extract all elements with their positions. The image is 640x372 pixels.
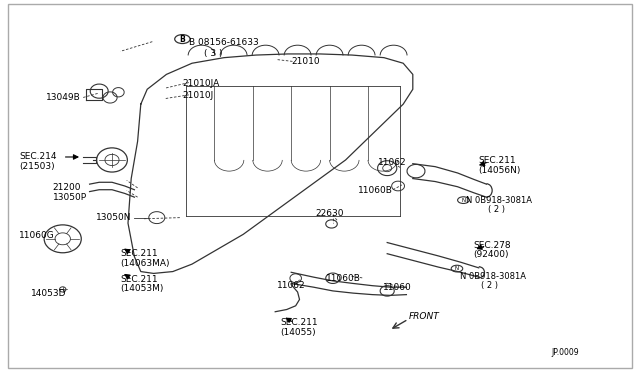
- Text: 21010JA: 21010JA: [182, 79, 220, 88]
- Text: 21200: 21200: [52, 183, 81, 192]
- Text: N: N: [461, 198, 465, 203]
- Text: SEC.211: SEC.211: [120, 249, 158, 258]
- Text: 11062: 11062: [276, 281, 305, 290]
- Text: N 0B918-3081A: N 0B918-3081A: [460, 272, 525, 280]
- Text: N: N: [455, 266, 459, 271]
- Text: N 0B918-3081A: N 0B918-3081A: [466, 196, 532, 205]
- Text: 21010J: 21010J: [182, 92, 214, 100]
- Text: ( 3 ): ( 3 ): [204, 49, 222, 58]
- Text: B: B: [180, 35, 185, 44]
- Text: 11060B: 11060B: [358, 186, 393, 195]
- Text: 11060G: 11060G: [19, 231, 55, 240]
- Text: (14053M): (14053M): [120, 284, 164, 293]
- Text: ( 2 ): ( 2 ): [488, 205, 505, 214]
- Text: SEC.211: SEC.211: [120, 275, 158, 283]
- Text: 13050N: 13050N: [96, 213, 131, 222]
- Text: SEC.278: SEC.278: [474, 241, 511, 250]
- Text: SEC.211: SEC.211: [479, 156, 516, 165]
- Text: (14063MA): (14063MA): [120, 259, 170, 267]
- Text: FRONT: FRONT: [408, 312, 439, 321]
- Text: 11060B: 11060B: [326, 274, 361, 283]
- Text: 21010: 21010: [291, 57, 320, 66]
- Text: (14055): (14055): [280, 328, 316, 337]
- Text: (21503): (21503): [19, 162, 55, 171]
- Text: (14056N): (14056N): [479, 166, 521, 174]
- Text: 22630: 22630: [316, 209, 344, 218]
- Text: 11060: 11060: [383, 283, 412, 292]
- Text: SEC.214: SEC.214: [19, 153, 57, 161]
- Text: 11062: 11062: [378, 158, 406, 167]
- Text: ( 2 ): ( 2 ): [481, 281, 499, 290]
- Text: 13049B: 13049B: [46, 93, 81, 102]
- Text: 13050P: 13050P: [52, 193, 86, 202]
- Text: B 08156-61633: B 08156-61633: [189, 38, 259, 47]
- Text: (92400): (92400): [474, 250, 509, 259]
- Text: JP.0009: JP.0009: [552, 348, 579, 357]
- Text: 14053D: 14053D: [31, 289, 66, 298]
- Text: SEC.211: SEC.211: [280, 318, 318, 327]
